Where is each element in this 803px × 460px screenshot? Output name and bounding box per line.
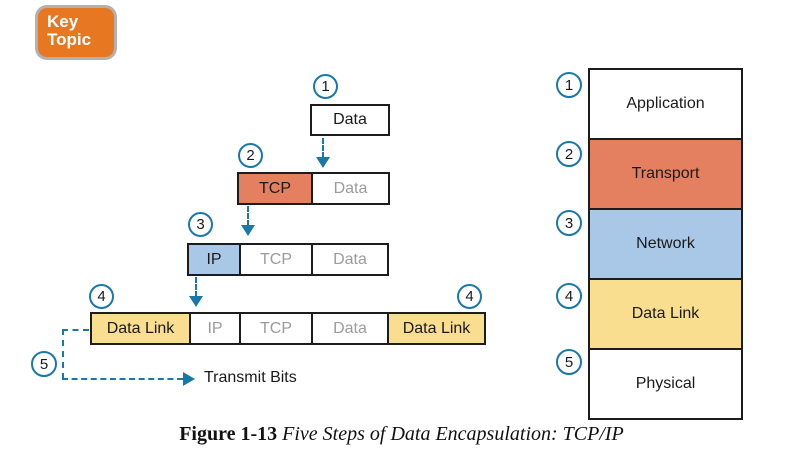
data-box: Data	[310, 104, 390, 136]
layer-transport: Transport	[590, 140, 741, 210]
step-number: 3	[196, 216, 205, 233]
step-number: 2	[246, 147, 255, 164]
encapsulation-row-4: Data Link IP TCP Data Data Link	[90, 312, 486, 345]
tcp-header-box: TCP	[237, 172, 313, 205]
data-link-trailer-box: Data Link	[387, 312, 486, 345]
down-arrowhead-icon	[316, 157, 330, 168]
step-number: 1	[564, 76, 574, 94]
layer-circle-5: 5	[556, 349, 582, 375]
step-number: 4	[97, 288, 106, 305]
step-number: 1	[321, 78, 330, 95]
tcp-header-box: TCP	[239, 243, 313, 276]
figure-number: Figure 1-13	[179, 423, 278, 445]
data-box: Data	[311, 243, 389, 276]
data-box: Data	[311, 172, 390, 205]
step-circle-2: 2	[238, 143, 263, 168]
transmit-path-segment	[62, 378, 183, 380]
layer-data-link: Data Link	[590, 280, 741, 350]
step-number: 4	[465, 288, 474, 305]
tcpip-layer-stack: Application Transport Network Data Link …	[588, 68, 743, 420]
step-circle-5: 5	[31, 351, 57, 377]
step-number: 5	[39, 355, 49, 373]
key-topic-badge: Key Topic	[35, 5, 117, 60]
data-box: Data	[311, 312, 389, 345]
encapsulation-row-2: TCP Data	[237, 172, 390, 205]
step-circle-3: 3	[188, 212, 213, 237]
data-link-header-box: Data Link	[90, 312, 191, 345]
step-circle-4-right: 4	[457, 284, 482, 309]
step-circle-4-left: 4	[89, 284, 114, 309]
down-arrow-icon	[322, 138, 324, 158]
right-arrowhead-icon	[183, 372, 195, 386]
step-number: 2	[564, 145, 574, 163]
down-arrowhead-icon	[241, 225, 255, 236]
down-arrow-icon	[247, 206, 249, 226]
transmit-bits-label: Transmit Bits	[204, 369, 297, 386]
step-circle-1: 1	[313, 74, 338, 99]
key-topic-line1: Key	[47, 12, 79, 31]
ip-header-box: IP	[187, 243, 241, 276]
figure-title: Five Steps of Data Encapsulation: TCP/IP	[282, 423, 624, 445]
layer-circle-4: 4	[556, 283, 582, 309]
step-number: 4	[564, 287, 574, 305]
transmit-path-segment	[62, 329, 89, 331]
step-number: 3	[564, 214, 574, 232]
figure-caption: Figure 1-13 Five Steps of Data Encapsula…	[0, 423, 803, 446]
encapsulation-row-1: Data	[310, 104, 390, 136]
step-number: 5	[564, 353, 574, 371]
down-arrow-icon	[195, 277, 197, 297]
layer-circle-3: 3	[556, 210, 582, 236]
layer-circle-2: 2	[556, 141, 582, 167]
layer-circle-1: 1	[556, 72, 582, 98]
ip-header-box: IP	[189, 312, 241, 345]
key-topic-line2: Topic	[47, 30, 92, 50]
layer-physical: Physical	[635, 375, 696, 392]
tcp-header-box: TCP	[239, 312, 313, 345]
transmit-path-segment	[62, 329, 64, 379]
layer-network: Network	[590, 210, 741, 280]
encapsulation-row-3: IP TCP Data	[187, 243, 389, 276]
layer-application: Application	[590, 70, 741, 140]
down-arrowhead-icon	[189, 296, 203, 307]
